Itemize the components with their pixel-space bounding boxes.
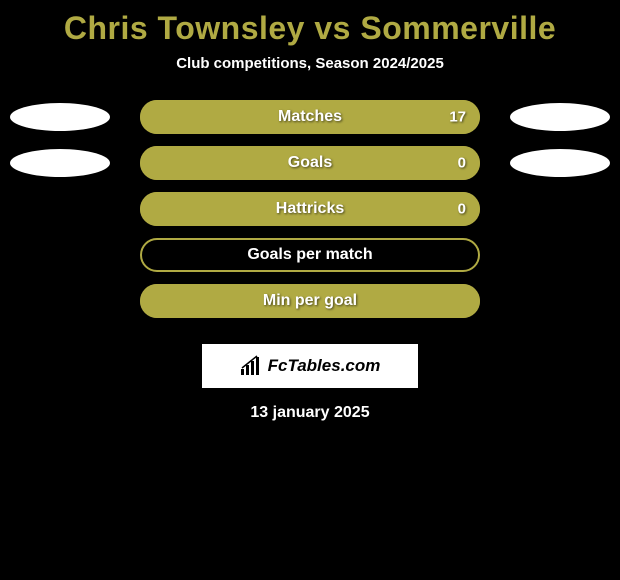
logo-box: FcTables.com bbox=[202, 344, 418, 388]
stat-bar: Goals 0 bbox=[140, 146, 480, 180]
player-left-marker bbox=[10, 103, 110, 131]
stat-value: 0 bbox=[458, 155, 466, 172]
stat-label: Hattricks bbox=[276, 200, 344, 218]
stat-label: Goals per match bbox=[247, 246, 372, 264]
stat-row: Goals per match bbox=[10, 238, 610, 272]
stat-row: Matches 17 bbox=[10, 100, 610, 134]
stat-label: Matches bbox=[278, 108, 342, 126]
stat-bar: Goals per match bbox=[140, 238, 480, 272]
stat-bar: Min per goal bbox=[140, 284, 480, 318]
bar-chart-icon bbox=[240, 355, 262, 377]
stat-row: Goals 0 bbox=[10, 146, 610, 180]
stat-row: Hattricks 0 bbox=[10, 192, 610, 226]
logo-text: FcTables.com bbox=[268, 356, 381, 376]
stat-label: Min per goal bbox=[263, 292, 357, 310]
player-right-marker bbox=[510, 103, 610, 131]
stats-container: Matches 17 Goals 0 Hattricks 0 Goals per match… bbox=[10, 100, 610, 330]
page-subtitle: Club competitions, Season 2024/2025 bbox=[176, 55, 444, 72]
stat-bar: Matches 17 bbox=[140, 100, 480, 134]
stat-bar: Hattricks 0 bbox=[140, 192, 480, 226]
stat-value: 17 bbox=[449, 109, 466, 126]
player-left-marker bbox=[10, 149, 110, 177]
player-right-marker bbox=[510, 149, 610, 177]
stat-value: 0 bbox=[458, 201, 466, 218]
date-text: 13 january 2025 bbox=[250, 404, 369, 422]
comparison-infographic: Chris Townsley vs Sommerville Club compe… bbox=[0, 0, 620, 432]
stat-label: Goals bbox=[288, 154, 332, 172]
logo-content: FcTables.com bbox=[240, 355, 381, 377]
stat-row: Min per goal bbox=[10, 284, 610, 318]
page-title: Chris Townsley vs Sommerville bbox=[64, 10, 556, 47]
